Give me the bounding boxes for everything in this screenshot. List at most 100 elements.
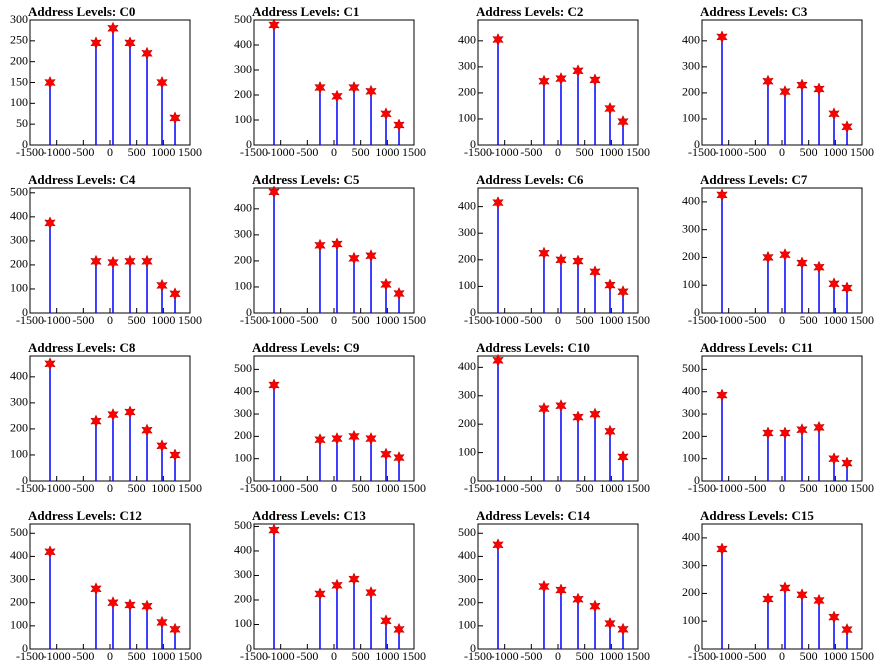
x-tick-label: -500 [296,145,318,159]
x-tick-label: 1000 [375,313,399,327]
star-marker [141,423,153,437]
y-tick-label: 500 [10,525,28,539]
star-marker [555,253,567,267]
star-marker [779,426,791,440]
star-marker [589,73,601,87]
y-tick-label: 300 [10,395,28,409]
x-tick-label: -500 [744,481,766,495]
star-marker [779,581,791,595]
chart-title: Address Levels: C13 [252,508,366,523]
x-tick-label: 1500 [178,649,202,663]
star-marker [828,107,840,121]
star-marker [762,426,774,440]
star-marker [348,572,360,586]
star-marker [762,592,774,606]
star-marker [538,74,550,88]
plot-frame [701,355,863,482]
star-marker [492,195,504,210]
chart-title: Address Levels: C9 [252,340,360,355]
plot-frame [701,187,863,314]
x-tick-label: -1000 [267,481,295,495]
star-marker [572,410,584,424]
star-marker [156,75,168,90]
x-tick-label: -1500 [240,313,268,327]
star-marker [841,120,853,134]
y-tick-label: 0 [470,137,476,151]
star-marker [828,610,840,624]
chart-title: Address Levels: C3 [700,4,808,19]
y-tick-label: 250 [10,33,28,47]
star-marker [44,545,56,559]
star-marker [589,265,601,279]
x-tick-label: -1500 [16,313,44,327]
star-marker [141,46,153,60]
x-tick-label: 1000 [151,145,175,159]
star-marker [124,36,136,50]
x-tick-label: 1500 [178,313,202,327]
panel: Address Levels: C3 0 100 200 300 400 -1500-100… [682,4,874,159]
star-marker [796,423,808,437]
x-tick-label: 1000 [375,649,399,663]
y-tick-label: 400 [10,369,28,383]
panel: Address Levels: C2 0 100 200 300 400 -1500-100… [458,4,650,159]
y-tick-label: 100 [10,447,28,461]
x-tick-label: -1000 [267,313,295,327]
y-tick-label: 400 [234,383,252,397]
x-tick-label: -1500 [240,649,268,663]
x-tick-label: -500 [72,145,94,159]
star-marker [716,30,728,44]
x-tick-label: 1000 [151,649,175,663]
y-tick-label: 200 [458,416,476,430]
x-tick-label: 1000 [151,481,175,495]
x-tick-label: 1500 [626,313,650,327]
star-marker [393,286,405,301]
y-tick-label: 400 [234,543,252,557]
star-marker [107,255,119,270]
y-tick-label: 300 [234,62,252,76]
star-marker [617,285,629,299]
star-marker [492,32,504,47]
x-tick-label: 500 [352,145,370,159]
panel: Address Levels: C90100200300400500-1500-… [234,340,426,495]
x-tick-label: 500 [128,313,146,327]
y-tick-label: 0 [470,641,476,655]
x-tick-label: 1000 [823,649,847,663]
x-tick-label: 1500 [402,649,426,663]
x-tick-label: -500 [520,481,542,495]
y-tick-label: 300 [458,571,476,585]
y-tick-label: 0 [694,137,700,151]
y-tick-label: 0 [22,137,28,151]
star-marker [156,278,168,293]
chart-title: Address Levels: C14 [476,508,590,523]
y-tick-label: 0 [694,473,700,487]
x-tick-label: 0 [331,481,337,495]
x-tick-label: -1500 [688,481,716,495]
panel: Address Levels: C11 0 100 200 300 400 500 -1500… [682,340,874,495]
star-marker [779,84,791,99]
x-tick-label: -1000 [491,649,519,663]
panel: Address Levels: C0 0 50 100 150 200 250 300 -150… [10,4,202,159]
x-tick-label: 0 [779,145,785,159]
chart-title: Address Levels: C0 [28,4,135,19]
star-marker [393,622,405,637]
chart-title: Address Levels: C11 [700,340,813,355]
star-marker [156,615,168,630]
star-marker [365,585,377,600]
x-tick-label: 1000 [151,313,175,327]
y-tick-label: 200 [458,85,476,99]
x-tick-label: 1500 [850,145,874,159]
x-tick-label: -500 [72,313,94,327]
star-marker [538,579,550,594]
star-marker [90,36,102,50]
star-marker [380,614,392,628]
star-marker [365,249,377,263]
x-tick-label: -1500 [16,145,44,159]
chart-title: Address Levels: C15 [700,508,814,523]
x-tick-label: -500 [72,649,94,663]
star-marker [268,378,280,392]
y-tick-label: 300 [10,12,28,26]
x-tick-label: 500 [576,313,594,327]
x-tick-label: 1500 [178,145,202,159]
panel: Address Levels: C6 0 100 200 300 400 -1500-100… [458,172,650,327]
